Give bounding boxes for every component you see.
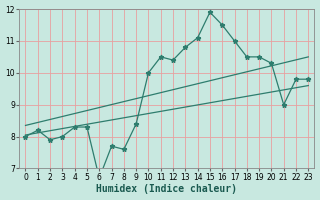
X-axis label: Humidex (Indice chaleur): Humidex (Indice chaleur)	[96, 184, 237, 194]
